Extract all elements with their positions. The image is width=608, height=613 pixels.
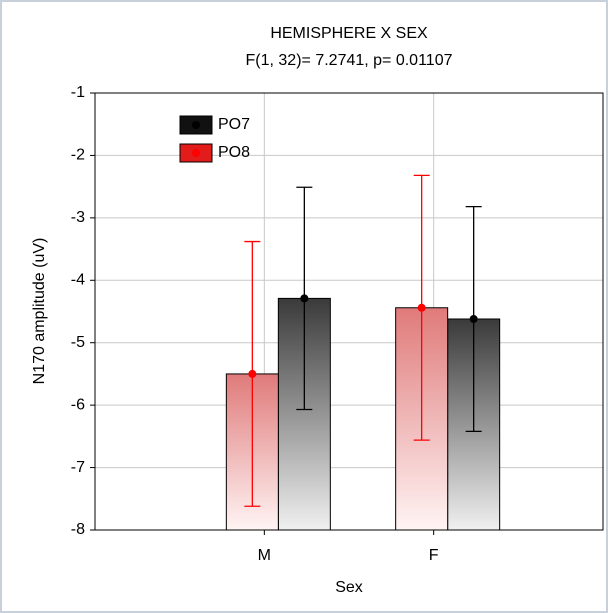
legend-label: PO7 xyxy=(218,116,250,133)
plot-border xyxy=(94,92,604,531)
y-tick-label: -1 xyxy=(71,84,85,101)
y-tick-label: -6 xyxy=(71,396,85,413)
mean-point xyxy=(248,369,257,378)
mean-point xyxy=(300,294,309,303)
mean-point xyxy=(469,314,478,323)
y-tick-label: -5 xyxy=(71,334,85,351)
x-axis-label: Sex xyxy=(335,579,363,596)
x-tick-label: M xyxy=(258,547,271,564)
y-tick-label: -2 xyxy=(71,147,85,164)
mean-point xyxy=(417,303,426,312)
x-tick-label: F xyxy=(429,547,439,564)
y-tick-label: -4 xyxy=(71,272,85,289)
y-tick-label: -3 xyxy=(71,209,85,226)
y-tick-label: -8 xyxy=(71,521,85,538)
y-axis-label: N170 amplitude (uV) xyxy=(31,238,48,385)
legend-label: PO8 xyxy=(218,144,250,161)
chart-title: HEMISPHERE X SEX xyxy=(270,25,428,42)
legend-marker xyxy=(192,149,200,157)
legend-marker xyxy=(192,121,200,129)
chart-subtitle: F(1, 32)= 7.2741, p= 0.01107 xyxy=(246,52,453,69)
y-tick-label: -7 xyxy=(71,459,85,476)
